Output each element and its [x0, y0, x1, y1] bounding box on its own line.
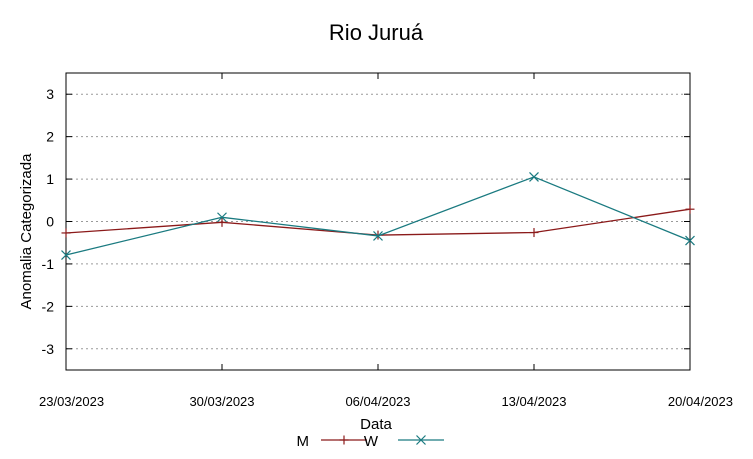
y-tick-label: 0	[46, 214, 54, 230]
data-point-w	[217, 212, 227, 223]
data-point-m	[61, 228, 71, 238]
legend-label-m: M	[297, 433, 310, 450]
grid-layer	[66, 93, 690, 350]
x-axis-ticks: 23/03/2023 30/03/2023 06/04/2023 13/04/2023…	[39, 73, 733, 409]
data-point-w	[685, 235, 695, 246]
data-point-m	[685, 204, 695, 214]
data-point-w	[373, 231, 383, 241]
x-tick-label: 30/03/2023	[189, 394, 254, 409]
x-axis-label: Data	[360, 416, 392, 433]
y-tick-label: -2	[42, 298, 55, 314]
data-point-w	[61, 250, 71, 260]
x-tick-label: 13/04/2023	[501, 394, 566, 409]
y-tick-label: 3	[46, 86, 54, 102]
series-layer	[61, 172, 695, 260]
y-axis-label: Anomalia Categorizada	[18, 153, 35, 310]
data-point-m	[529, 228, 539, 238]
y-tick-label: 2	[46, 129, 54, 145]
y-tick-label: -1	[42, 256, 55, 272]
y-tick-label: -3	[42, 341, 55, 357]
x-tick-label: 23/03/2023	[39, 394, 104, 409]
y-axis-ticks: -3 -2 -1 0 1 2 3	[42, 86, 690, 357]
x-tick-label: 20/04/2023	[668, 394, 733, 409]
x-tick-label: 06/04/2023	[345, 394, 410, 409]
y-tick-label: 1	[46, 171, 54, 187]
legend-marker-w	[416, 435, 426, 445]
legend-marker-m	[339, 435, 349, 445]
legend-label-w: W	[364, 433, 379, 450]
data-point-w	[529, 172, 539, 182]
series-line-w	[65, 176, 691, 256]
chart-title: Rio Juruá	[329, 20, 424, 45]
data-point-m	[217, 217, 227, 227]
